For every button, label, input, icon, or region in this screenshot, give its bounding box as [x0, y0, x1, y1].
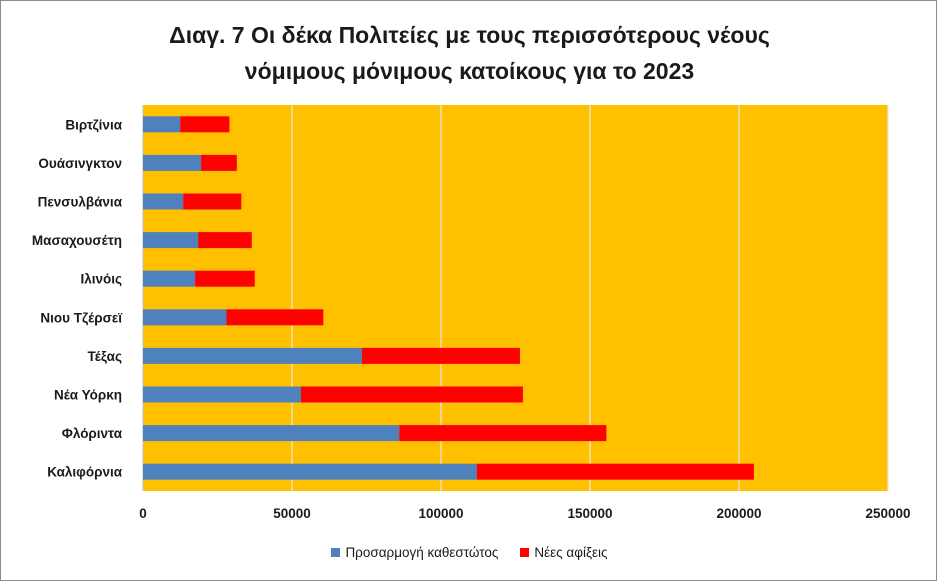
bar-new-arrivals	[226, 309, 324, 326]
category-label: Μασαχουσέτη	[32, 233, 122, 248]
category-label: Βιρτζίνια	[65, 117, 122, 132]
x-tick-label: 0	[139, 506, 147, 521]
legend-item-new-arrivals: Νέες αφίξεις	[520, 544, 608, 560]
bar-adjustment	[143, 232, 199, 249]
bar-new-arrivals	[362, 347, 520, 364]
bar-adjustment	[143, 386, 301, 403]
category-label: Τέξας	[87, 349, 122, 364]
bar-adjustment	[143, 309, 227, 326]
bars	[143, 116, 754, 480]
bar-adjustment	[143, 270, 196, 287]
bar-new-arrivals	[180, 116, 230, 133]
legend: Προσαρμογή καθεστώτος Νέες αφίξεις	[1, 542, 937, 562]
category-label: Πενσυλβάνια	[38, 195, 123, 210]
bar-adjustment	[143, 193, 184, 210]
x-tick-label: 100000	[418, 506, 463, 521]
legend-item-adjustment: Προσαρμογή καθεστώτος	[331, 545, 498, 560]
bar-new-arrivals	[399, 425, 607, 442]
legend-label-new-arrivals: Νέες αφίξεις	[534, 544, 608, 560]
bar-adjustment	[143, 116, 181, 133]
bar-new-arrivals	[201, 154, 237, 171]
chart-title-line-2: νόμιμους μόνιμους κατοίκους για το 2023	[244, 58, 695, 84]
category-label: Καλιφόρνια	[47, 465, 123, 480]
chart-title: Διαγ. 7 Οι δέκα Πολιτείες με τους περισσ…	[1, 17, 937, 89]
category-label: Φλόριντα	[62, 426, 123, 441]
bar-adjustment	[143, 425, 400, 442]
bar-new-arrivals	[300, 386, 523, 403]
legend-label-adjustment: Προσαρμογή καθεστώτος	[345, 544, 499, 560]
x-tick-label: 50000	[273, 506, 311, 521]
category-label: Ιλινόις	[80, 272, 122, 287]
legend-swatch-adjustment	[331, 547, 341, 557]
bar-new-arrivals	[198, 232, 252, 249]
category-labels: Βιρτζίνια Ουάσινγκτον Πενσυλβάνια Μασαχουσέ…	[32, 117, 123, 479]
x-tick-label: 200000	[716, 506, 761, 521]
bar-adjustment	[143, 463, 477, 480]
category-label: Ουάσινγκτον	[38, 156, 122, 171]
bar-adjustment	[143, 154, 202, 171]
chart-title-line-1: Διαγ. 7 Οι δέκα Πολιτείες με τους περισσ…	[169, 22, 770, 48]
category-label: Νέα Υόρκη	[54, 388, 122, 403]
bar-new-arrivals	[183, 193, 242, 210]
x-tick-label: 150000	[567, 506, 612, 521]
x-tick-labels: 0 50000 100000 150000 200000 250000	[139, 506, 910, 521]
bar-adjustment	[143, 347, 363, 364]
x-tick-label: 250000	[865, 506, 910, 521]
category-label: Νιου Τζέρσεϊ	[40, 310, 123, 325]
bar-new-arrivals	[476, 463, 754, 480]
bar-new-arrivals	[195, 270, 255, 287]
legend-swatch-new-arrivals	[520, 547, 530, 557]
